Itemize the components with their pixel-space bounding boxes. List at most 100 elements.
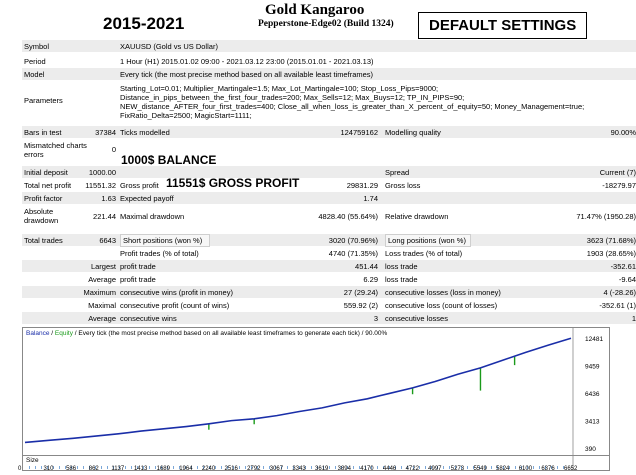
size-bar (41, 466, 42, 469)
size-bar (155, 466, 156, 469)
size-bar (275, 466, 276, 469)
balance-line (24, 337, 572, 444)
size-bar (197, 466, 198, 469)
size-bar (455, 466, 456, 469)
period-overlay: 2015-2021 (103, 14, 185, 33)
size-bar (227, 466, 228, 469)
param-line-4: FixRatio_Delta=2500; MagicStart=1111; (120, 111, 252, 120)
size-bar (383, 466, 384, 469)
x-tick-label: 586 (66, 466, 77, 472)
avg-losses-value: 1 (631, 314, 636, 323)
size-bar (461, 466, 462, 469)
x-tick-label: 4446 (382, 466, 397, 472)
x-tick-label: 2792 (247, 466, 261, 472)
x-tick-label: 6376 (541, 466, 555, 472)
size-bar (251, 466, 252, 469)
y-tick-label: 9459 (585, 363, 600, 370)
size-bar (47, 466, 48, 469)
maximal-loss-label: consecutive loss (count of losses) (385, 301, 498, 310)
size-bar (503, 466, 504, 469)
abs-dd-label: Absolute drawdown (24, 207, 59, 225)
pt-value: 4740 (71.35%) (328, 249, 378, 258)
x-tick-label: 6652 (564, 466, 578, 472)
size-bar (389, 466, 390, 469)
legend-balance: Balance (26, 330, 50, 337)
x-tick-label: 1137 (111, 466, 125, 472)
size-bar (293, 466, 294, 469)
size-bar (413, 466, 414, 469)
size-bar (467, 466, 468, 469)
average-loss-label: loss trade (385, 275, 418, 284)
param-line-3: NEW_distance_AFTER_four_first_trades=400… (120, 102, 585, 111)
size-bar (239, 466, 240, 469)
x-tick-label: 862 (88, 466, 99, 472)
payoff-value: 1.74 (363, 194, 378, 203)
avg-wins-value: 3 (373, 314, 378, 323)
size-bar (371, 466, 372, 469)
x-tick-label: 310 (43, 466, 54, 472)
x-tick-label: 4170 (360, 466, 374, 472)
x-tick-label: 3067 (269, 466, 284, 472)
model-value: Every tick (the most precise method base… (120, 70, 374, 79)
maximal-profit-value: 559.92 (2) (343, 301, 378, 310)
size-bar (53, 466, 54, 469)
largest-label: Largest (90, 262, 116, 271)
size-bar (329, 466, 330, 469)
x-tick-label: 3894 (337, 466, 351, 472)
size-bar (281, 466, 282, 469)
trades-value: 6643 (99, 236, 116, 245)
x-tick-label: 4722 (405, 466, 419, 472)
size-bar (263, 466, 264, 469)
size-bar (125, 466, 126, 469)
x-tick-label: 1964 (179, 466, 193, 472)
size-bar (257, 466, 258, 469)
size-label: Size (26, 457, 39, 464)
spread-label: Spread (385, 168, 410, 177)
y-tick-label: 3413 (585, 418, 600, 425)
lt-value: 1903 (28.65%) (586, 249, 636, 258)
size-bar (509, 466, 510, 469)
max-losses-value: 4 (-28.26) (603, 288, 636, 297)
size-bar (299, 466, 300, 469)
size-bar (485, 466, 486, 469)
size-bar (563, 466, 564, 469)
initial-value: 1000.00 (88, 168, 116, 177)
default-settings-box: DEFAULT SETTINGS (418, 12, 588, 39)
long-label: Long positions (won %) (385, 234, 471, 247)
chart-svg: 12481 9459 6436 3413 390 (24, 328, 603, 455)
size-bar (95, 466, 96, 469)
largest-profit-label: profit trade (120, 262, 156, 271)
size-bar (101, 466, 102, 469)
size-bar (311, 466, 312, 469)
size-bar (269, 466, 270, 469)
short-value: 3020 (70.96%) (328, 236, 378, 245)
bars-value: 37384 (95, 128, 116, 137)
long-value: 3623 (71.68%) (586, 236, 636, 245)
size-bar (221, 466, 222, 469)
size-bar (59, 466, 60, 469)
gross-loss-label: Gross loss (385, 181, 421, 190)
size-bar (131, 466, 132, 469)
size-svg (29, 456, 574, 470)
size-bar (491, 466, 492, 469)
size-bar (149, 466, 150, 469)
x-tick-label: 2516 (224, 466, 238, 472)
trades-label: Total trades (24, 236, 63, 245)
size-bar (179, 466, 180, 469)
size-bar (65, 466, 66, 469)
size-bar (497, 466, 498, 469)
size-bar (143, 466, 144, 469)
size-bar (545, 466, 546, 469)
size-bar (233, 466, 234, 469)
gross-profit-overlay: 11551$ GROSS PROFIT (166, 176, 300, 190)
size-bar (365, 466, 366, 469)
max-dd-value: 4828.40 (55.64%) (318, 212, 378, 221)
size-bar (335, 466, 336, 469)
maximal-label: Maximal (88, 301, 116, 310)
average-loss-value: -9.64 (618, 275, 636, 284)
size-bar (515, 466, 516, 469)
size-bar (425, 466, 426, 469)
model-label: Model (24, 70, 45, 79)
size-bar (323, 466, 324, 469)
gross-profit-label: Gross profit (120, 181, 159, 190)
